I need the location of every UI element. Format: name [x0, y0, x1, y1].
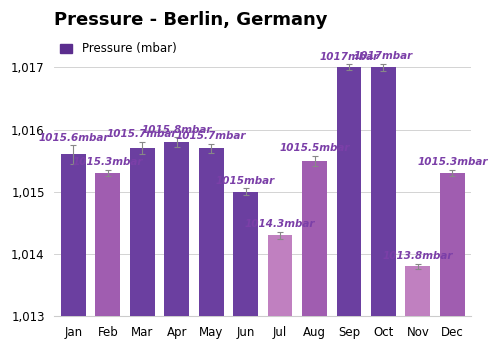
Bar	[336, 67, 361, 316]
Text: 1013.8mbar: 1013.8mbar	[382, 251, 453, 261]
Text: 1014.3mbar: 1014.3mbar	[245, 219, 316, 229]
Bar	[233, 192, 258, 316]
Text: 1015.6mbar: 1015.6mbar	[38, 133, 108, 142]
Text: 1017mbar: 1017mbar	[354, 51, 413, 61]
Text: 1015.8mbar: 1015.8mbar	[142, 125, 212, 134]
Text: 1015.7mbar: 1015.7mbar	[107, 130, 178, 140]
Bar	[268, 235, 292, 316]
Bar	[96, 173, 120, 316]
Text: 1015.5mbar: 1015.5mbar	[280, 143, 350, 153]
Bar	[371, 67, 396, 316]
Text: 1015.7mbar: 1015.7mbar	[176, 131, 246, 141]
Bar	[199, 148, 224, 316]
Bar	[164, 142, 189, 316]
Bar	[406, 266, 430, 316]
Bar	[302, 161, 327, 316]
Text: Pressure - Berlin, Germany: Pressure - Berlin, Germany	[54, 11, 328, 29]
Bar	[61, 154, 86, 316]
Text: 1017mbar: 1017mbar	[320, 52, 378, 62]
Text: 1015.3mbar: 1015.3mbar	[72, 158, 143, 168]
Bar	[130, 148, 154, 316]
Text: 1015mbar: 1015mbar	[216, 176, 276, 186]
Text: 1015.3mbar: 1015.3mbar	[417, 158, 488, 168]
Legend: Pressure (mbar): Pressure (mbar)	[60, 42, 176, 55]
Bar	[440, 173, 464, 316]
